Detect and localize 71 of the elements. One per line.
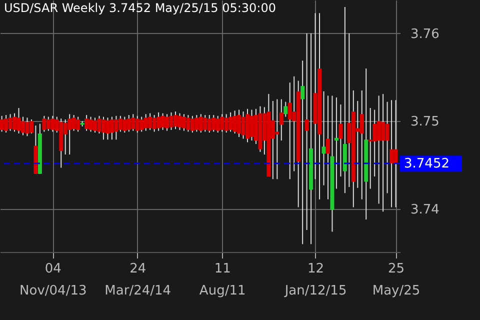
candlestick — [203, 114, 208, 132]
x-tick-label: 25 May/25 — [372, 262, 420, 298]
candlestick — [300, 60, 305, 245]
candlestick — [101, 116, 106, 140]
candlestick — [93, 117, 98, 134]
candlestick — [232, 110, 237, 134]
ref-line-label: 3.7452 — [404, 156, 450, 172]
candlestick — [0, 115, 4, 132]
candlestick — [178, 112, 182, 130]
candlestick — [186, 114, 190, 132]
candlestick — [76, 116, 80, 132]
candlestick — [182, 114, 186, 132]
candlestick — [131, 114, 136, 132]
candlestick — [212, 114, 216, 132]
candlestick — [135, 115, 140, 134]
candlestick — [126, 114, 131, 132]
candlestick — [156, 112, 161, 132]
candlestick — [356, 100, 360, 188]
candlestick — [152, 114, 156, 132]
y-tick-label: 3.76 — [410, 26, 440, 42]
candlestick — [190, 115, 194, 134]
candlestick — [97, 115, 102, 134]
candlestick — [169, 112, 174, 130]
candlestick — [241, 111, 246, 140]
candlestick — [390, 100, 394, 208]
candlestick — [110, 116, 114, 140]
candlestick — [88, 116, 93, 132]
candlestick — [16, 108, 21, 134]
candlestick — [198, 114, 203, 134]
candlestick — [118, 115, 122, 132]
chart-title: USD/SAR Weekly 3.7452 May/25/15 05:30:00 — [4, 1, 276, 15]
candlestick — [148, 112, 152, 130]
candlestick — [114, 115, 118, 140]
candlestick — [368, 108, 372, 190]
candlestick — [250, 109, 254, 141]
candlestick — [173, 111, 178, 130]
candlestick — [68, 114, 72, 156]
candlestick — [216, 115, 220, 134]
candlestick — [122, 116, 127, 134]
candlestick — [8, 114, 12, 132]
candlestick — [72, 114, 76, 132]
candlestick — [322, 90, 326, 186]
candlestick — [46, 116, 50, 132]
candlestick — [194, 114, 199, 132]
candlestick — [42, 115, 46, 132]
candlestick — [207, 114, 212, 134]
candlestick — [84, 114, 89, 132]
y-tick-label: 3.75 — [410, 114, 440, 130]
candlestick — [334, 96, 338, 190]
candlestick — [224, 114, 228, 134]
candlestick — [165, 114, 170, 132]
x-tick-label: 04 Nov/04/13 — [20, 262, 87, 298]
candlestick — [228, 112, 233, 132]
x-tick-label: 24 Mar/24/14 — [104, 262, 172, 298]
candlestick — [106, 117, 110, 140]
candlestick — [220, 114, 224, 132]
x-tick-label: 12 Jan/12/15 — [284, 262, 347, 298]
candlestick — [237, 109, 242, 138]
candlestick — [270, 100, 275, 180]
candlestick — [160, 112, 165, 130]
candlestick — [25, 117, 30, 137]
candlestick — [381, 93, 386, 212]
candlestick — [4, 114, 8, 134]
candlestick — [12, 112, 17, 132]
y-tick-label: 3.74 — [410, 202, 440, 218]
x-tick-label: 11 Aug/11 — [199, 262, 246, 298]
candlestick — [275, 98, 280, 180]
candlestick — [50, 115, 55, 132]
candlestick — [144, 114, 148, 132]
candlestick — [279, 98, 284, 141]
candlestick — [140, 116, 144, 132]
